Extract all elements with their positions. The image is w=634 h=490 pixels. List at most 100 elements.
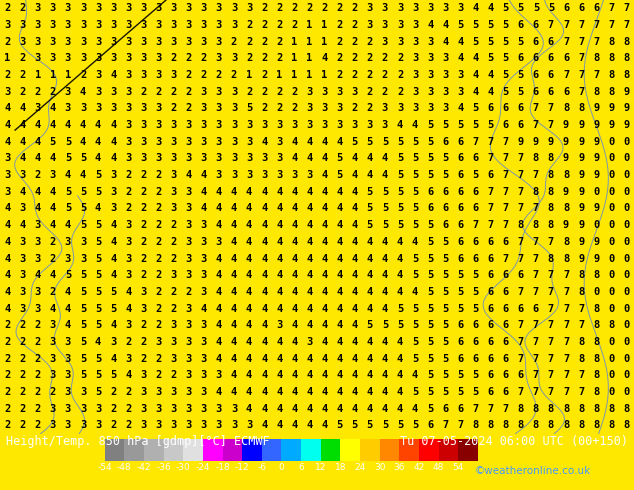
Text: 9: 9 (623, 120, 630, 130)
Text: 2: 2 (49, 87, 56, 97)
Text: 2: 2 (366, 37, 373, 47)
Text: 3: 3 (427, 37, 434, 47)
Text: 4: 4 (110, 354, 117, 364)
Text: -18: -18 (215, 463, 230, 472)
Text: 8: 8 (563, 203, 569, 214)
Text: 4: 4 (442, 20, 448, 30)
Text: 0: 0 (623, 203, 630, 214)
Text: 3: 3 (412, 103, 418, 113)
Text: 5: 5 (80, 337, 86, 347)
Text: 3: 3 (321, 103, 328, 113)
Text: 3: 3 (155, 53, 162, 63)
Text: 4: 4 (321, 304, 328, 314)
Text: 30: 30 (374, 463, 385, 472)
Text: 4: 4 (337, 220, 343, 230)
Text: 3: 3 (110, 187, 117, 197)
Text: 4: 4 (276, 287, 282, 297)
Text: 3: 3 (80, 253, 86, 264)
Text: 5: 5 (412, 320, 418, 330)
Text: 4: 4 (397, 354, 403, 364)
Text: 4: 4 (382, 253, 388, 264)
Text: 5: 5 (457, 270, 463, 280)
Text: 7: 7 (563, 354, 569, 364)
Text: 3: 3 (35, 287, 41, 297)
Text: 8: 8 (593, 304, 599, 314)
Text: 3: 3 (186, 404, 192, 414)
Text: 6: 6 (457, 137, 463, 147)
Text: 0: 0 (593, 220, 599, 230)
Text: 4: 4 (200, 170, 207, 180)
Text: 3: 3 (110, 337, 117, 347)
Text: 5: 5 (442, 153, 448, 164)
Text: 4: 4 (457, 53, 463, 63)
Text: 4: 4 (35, 187, 41, 197)
Text: 5: 5 (382, 203, 388, 214)
Bar (164, 439, 183, 461)
Text: 7: 7 (563, 20, 569, 30)
Text: 4: 4 (382, 370, 388, 380)
Text: 2: 2 (352, 3, 358, 13)
Text: 6: 6 (548, 53, 554, 63)
Text: 7: 7 (517, 170, 524, 180)
Text: 2: 2 (291, 87, 297, 97)
Text: 1: 1 (321, 70, 328, 80)
Text: 7: 7 (578, 370, 585, 380)
Text: 3: 3 (95, 404, 101, 414)
Text: 4: 4 (4, 103, 11, 113)
Text: 2: 2 (352, 20, 358, 30)
Text: 4: 4 (382, 337, 388, 347)
Text: 6: 6 (488, 253, 494, 264)
Text: 3: 3 (95, 103, 101, 113)
Text: 5: 5 (80, 153, 86, 164)
Text: 0: 0 (623, 153, 630, 164)
Text: 4: 4 (321, 237, 328, 247)
Text: 4: 4 (321, 187, 328, 197)
Text: 4: 4 (35, 137, 41, 147)
Text: 2: 2 (366, 53, 373, 63)
Text: 3: 3 (200, 220, 207, 230)
Text: 6: 6 (517, 53, 524, 63)
Text: 5: 5 (427, 270, 434, 280)
Text: 7: 7 (608, 20, 614, 30)
Text: 9: 9 (593, 253, 599, 264)
Text: 3: 3 (186, 37, 192, 47)
Text: 8: 8 (578, 337, 585, 347)
Text: 5: 5 (412, 203, 418, 214)
Text: 3: 3 (49, 37, 56, 47)
Text: 8: 8 (533, 153, 539, 164)
Text: 4: 4 (321, 404, 328, 414)
Text: 5: 5 (442, 337, 448, 347)
Text: 0: 0 (623, 304, 630, 314)
Text: -12: -12 (235, 463, 250, 472)
Text: 2: 2 (20, 370, 26, 380)
Text: 9: 9 (593, 203, 599, 214)
Text: 5: 5 (472, 37, 479, 47)
Text: 3: 3 (155, 387, 162, 397)
Text: 3: 3 (216, 20, 222, 30)
Text: 9: 9 (563, 153, 569, 164)
Text: 3: 3 (231, 137, 237, 147)
Text: 2: 2 (337, 3, 343, 13)
Text: 3: 3 (49, 170, 56, 180)
Text: 8: 8 (593, 370, 599, 380)
Text: 5: 5 (503, 37, 509, 47)
Text: 3: 3 (4, 20, 11, 30)
Text: 5: 5 (366, 203, 373, 214)
Text: 3: 3 (171, 120, 177, 130)
Text: 7: 7 (578, 387, 585, 397)
Text: 7: 7 (457, 420, 463, 430)
Text: 4: 4 (306, 387, 313, 397)
Text: 0: 0 (608, 354, 614, 364)
Text: 3: 3 (140, 153, 146, 164)
Text: 3: 3 (65, 37, 71, 47)
Text: 7: 7 (548, 237, 554, 247)
Text: 4: 4 (261, 304, 268, 314)
Text: 2: 2 (155, 87, 162, 97)
Text: 3: 3 (140, 420, 146, 430)
Text: 4: 4 (110, 120, 117, 130)
Text: 3: 3 (155, 120, 162, 130)
Text: 2: 2 (276, 20, 282, 30)
Text: 7: 7 (563, 387, 569, 397)
Text: 0: 0 (278, 463, 285, 472)
Text: 4: 4 (321, 287, 328, 297)
